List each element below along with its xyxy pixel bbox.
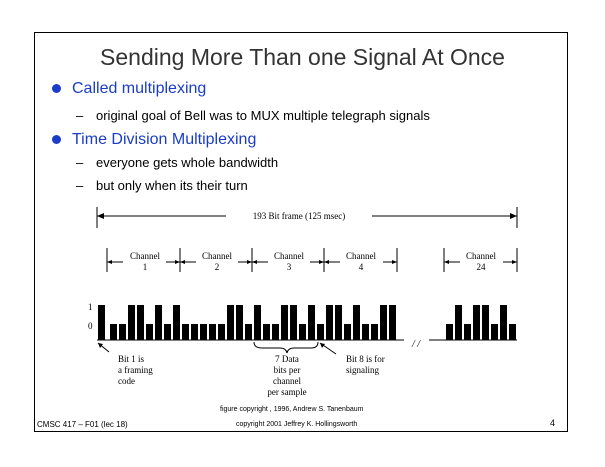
- channel-2-bit-6-bar: [227, 305, 234, 340]
- frame-label: 193 Bit frame (125 msec): [253, 211, 345, 221]
- figure-copyright: figure copyright , 1996, Andrew S. Tanen…: [220, 406, 364, 413]
- break-mark: / /: [411, 339, 421, 350]
- data-note-3: channel: [273, 376, 301, 386]
- channel-24-num: 24: [477, 262, 487, 272]
- channel-4-num: 4: [359, 262, 364, 272]
- channel-1-bit-2-bar: [119, 324, 126, 340]
- channel-4-bit-4-bar: [353, 305, 360, 340]
- framing-note-1: Bit 1 is: [118, 354, 145, 364]
- framing-pointer-head: [98, 343, 103, 348]
- channel-3-bit-3-bar: [272, 324, 279, 340]
- channel-2-bit-1-bar: [182, 324, 189, 340]
- slide-copyright: copyright 2001 Jeffrey K. Hollingsworth: [236, 421, 358, 428]
- bullet-2-label: Time Division Multiplexing: [72, 131, 257, 148]
- channel-2-bit-4-bar: [209, 324, 216, 340]
- channel-24-bit-7-bar: [500, 305, 507, 340]
- channel-3-bit-4-bar: [281, 305, 288, 340]
- channel-3-num: 3: [287, 262, 292, 272]
- frame-arrowhead-right: [510, 213, 517, 219]
- channel-1-bit-8-bar: [173, 305, 180, 340]
- bullet-1-sub-1: original goal of Bell was to MUX multipl…: [96, 108, 430, 123]
- channel-4-name: Channel: [346, 251, 376, 261]
- signaling-note-1: Bit 8 is for: [346, 354, 385, 364]
- data-note-4: per sample: [267, 387, 306, 397]
- data-note-2: bits per: [274, 365, 301, 375]
- slide-title: Sending More Than one Signal At Once: [100, 44, 505, 70]
- channel-1-bit-7-bar: [164, 324, 171, 340]
- channel-2-bit-5-bar: [218, 324, 225, 340]
- framing-note-2: a framing: [118, 365, 153, 375]
- dash-3: –: [76, 178, 84, 193]
- page-number: 4: [550, 418, 556, 428]
- channel-24-bit-6-bar: [491, 324, 498, 340]
- framing-bit-bar: [98, 305, 105, 340]
- channel-3-bit-6-bar: [299, 324, 306, 340]
- signaling-pointer-head: [320, 343, 325, 348]
- channel-24-bit-8-bar: [509, 324, 516, 340]
- channel-1-bit-4-bar: [137, 305, 144, 340]
- channel-2-bit-3-bar: [200, 324, 207, 340]
- level-one-label: 1: [88, 302, 93, 312]
- channel-4-bit-3-bar: [344, 324, 351, 340]
- data-brace: [253, 341, 319, 354]
- channel-2-bit-7-bar: [236, 305, 243, 340]
- bullet-2-sub-1: everyone gets whole bandwidth: [96, 155, 279, 170]
- channel-3-bit-5-bar: [290, 305, 297, 340]
- channel-3-name: Channel: [274, 251, 304, 261]
- level-zero-label: 0: [88, 321, 93, 331]
- frame-arrowhead-left: [97, 213, 104, 219]
- channel-3-bit-2-bar: [263, 324, 270, 340]
- channel-1-bit-1-bar: [110, 324, 117, 340]
- channel-2-bit-8-bar: [245, 324, 252, 340]
- bullet-dot-1: [52, 84, 61, 93]
- slide-frame: [34, 32, 568, 432]
- channel-24-name: Channel: [466, 251, 496, 261]
- channel-4-bit-5-bar: [362, 324, 369, 340]
- channel-2-bit-2-bar: [191, 324, 198, 340]
- channel-3-bit-1-bar: [254, 305, 261, 340]
- channel-1-num: 1: [143, 262, 148, 272]
- dash-1: –: [76, 108, 84, 123]
- signaling-note-2: signaling: [346, 365, 379, 375]
- channel-2-num: 2: [215, 262, 220, 272]
- bullet-dot-2: [52, 135, 61, 144]
- channel-1-bit-3-bar: [128, 305, 135, 340]
- channel-2-name: Channel: [202, 251, 232, 261]
- channel-24-bit-3-bar: [464, 324, 471, 340]
- bullet-2-sub-2: but only when its their turn: [96, 178, 248, 193]
- channel-3-bit-7-bar: [308, 305, 315, 340]
- channel-arrowheads: [107, 260, 517, 264]
- data-note-1: 7 Data: [275, 354, 299, 364]
- channel-24-bit-5-bar: [482, 305, 489, 340]
- dash-2: –: [76, 155, 84, 170]
- bullet-1-label: Called multiplexing: [72, 80, 207, 97]
- channel-4-bit-8-bar: [389, 305, 396, 340]
- course-label: CMSC 417 – F01 (lec 18): [37, 420, 128, 429]
- channel-4-bit-6-bar: [371, 324, 378, 340]
- channel-1-bit-6-bar: [155, 305, 162, 340]
- channel-4-bit-7-bar: [380, 305, 387, 340]
- channel-4-bit-1-bar: [326, 305, 333, 340]
- channel-boundaries: [106, 248, 518, 272]
- channel-24-bit-2-bar: [455, 305, 462, 340]
- channel-24-bit-1-bar: [446, 324, 453, 340]
- channel-1-bit-5-bar: [146, 324, 153, 340]
- channel-4-bit-2-bar: [335, 305, 342, 340]
- channel-1-name: Channel: [130, 251, 160, 261]
- channel-24-bit-4-bar: [473, 305, 480, 340]
- framing-note-3: code: [118, 376, 135, 386]
- channel-3-bit-8-bar: [317, 324, 324, 340]
- bit-bars: [98, 305, 516, 340]
